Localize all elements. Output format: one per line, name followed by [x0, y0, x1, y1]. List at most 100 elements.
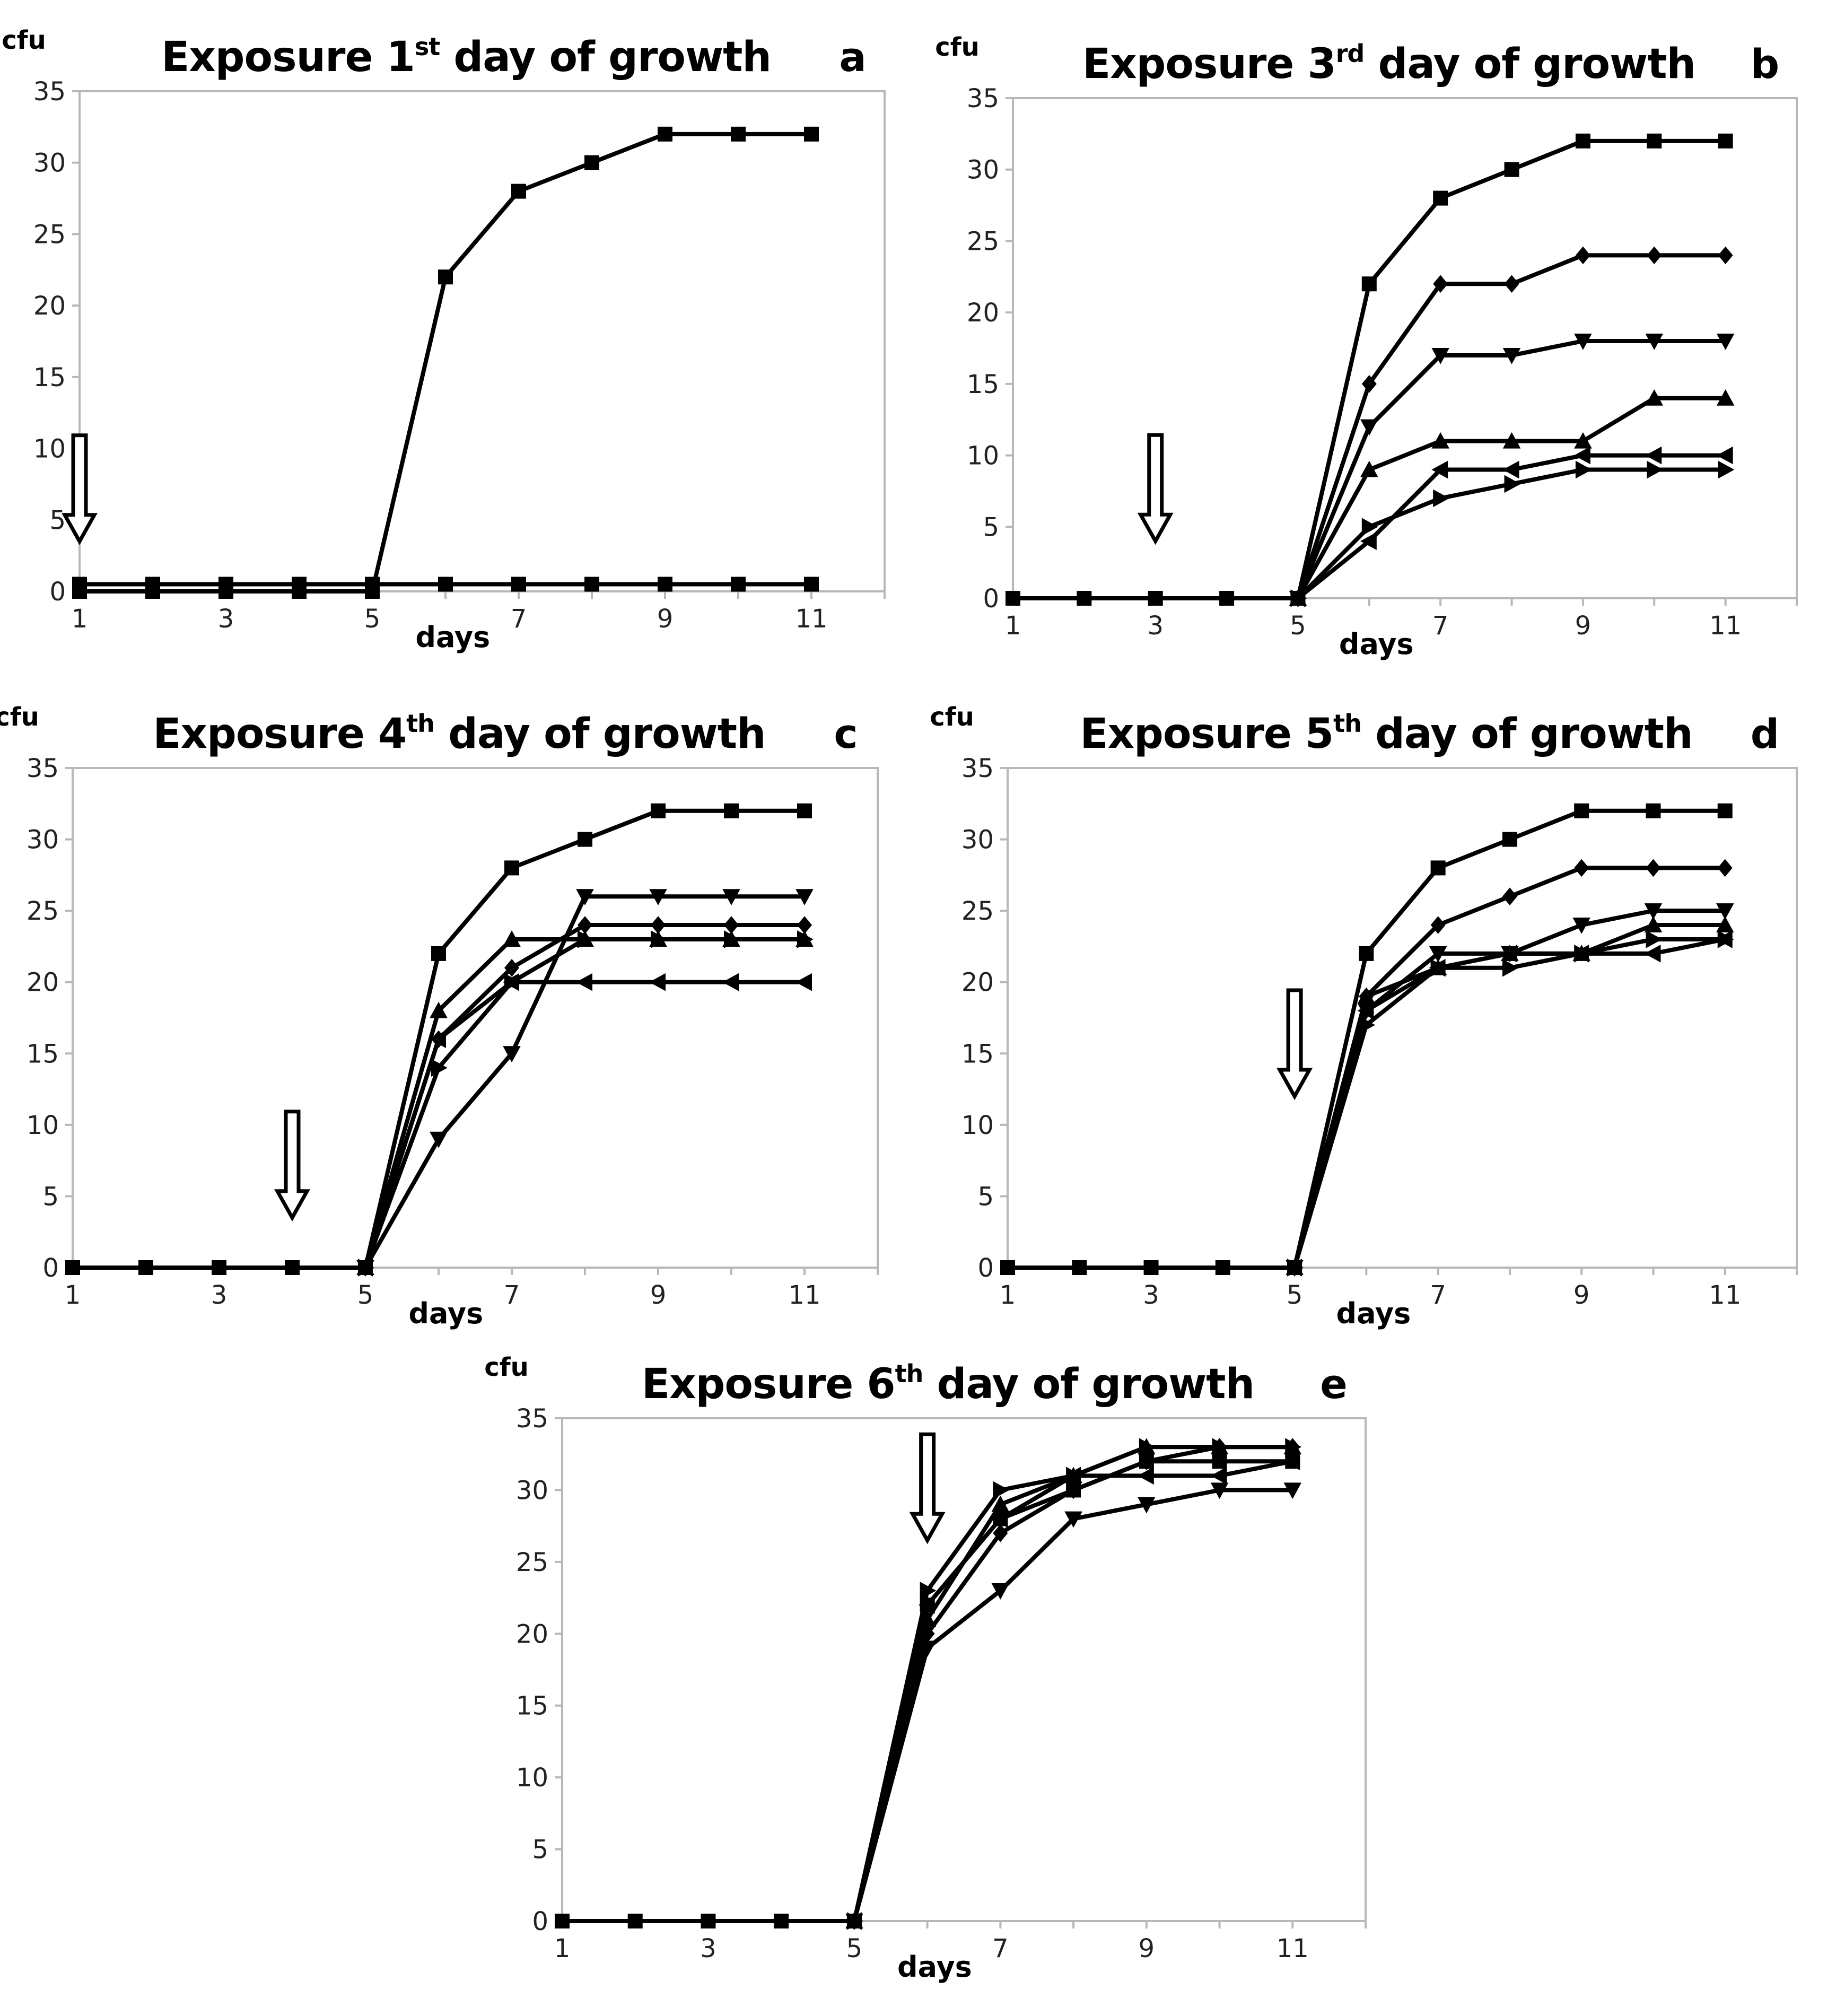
data-point-triangle-up — [1644, 916, 1663, 933]
data-point-diamond — [1717, 859, 1733, 877]
data-point-triangle-up — [1645, 389, 1664, 406]
data-point-diamond — [1361, 375, 1377, 393]
data-point-triangle-up — [1431, 432, 1449, 449]
x-tick-label: 1 — [1005, 611, 1021, 641]
series-line-control — [80, 132, 811, 594]
panel-letter: a — [839, 33, 866, 81]
data-point-triangle-left — [1716, 446, 1733, 465]
y-tick-label: 35 — [33, 77, 66, 107]
x-tick-label: 5 — [357, 1280, 374, 1310]
data-point-square — [511, 577, 526, 592]
data-point-square — [431, 946, 446, 961]
y-tick-label: 5 — [977, 1182, 994, 1211]
data-point-triangle-right — [846, 1912, 863, 1930]
data-point-triangle-right — [920, 1582, 937, 1600]
data-point-square — [1215, 1260, 1230, 1275]
data-point-triangle-left — [1360, 532, 1377, 551]
chart-title: Exposure 4th day of growth — [153, 709, 765, 758]
data-point-triangle-down — [503, 1046, 521, 1063]
x-tick-label: 11 — [1709, 1280, 1741, 1310]
data-point-triangle-left — [1644, 945, 1661, 963]
data-point-triangle-down — [722, 889, 740, 906]
x-tick-label: 7 — [504, 1280, 520, 1310]
data-point-triangle-right — [1066, 1467, 1082, 1485]
data-point-square — [1212, 1454, 1227, 1469]
data-point-square — [584, 155, 599, 170]
data-point-square — [1646, 803, 1661, 818]
panel-letter: c — [834, 710, 858, 757]
data-point-triangle-right — [1647, 460, 1664, 479]
data-point-triangle-down — [649, 889, 667, 906]
data-point-diamond — [797, 916, 812, 934]
x-tick-label: 9 — [657, 604, 674, 634]
x-tick-label: 9 — [1139, 1934, 1155, 1963]
data-point-diamond — [1430, 916, 1446, 934]
exposure-arrow-icon — [274, 1110, 310, 1221]
data-point-triangle-down — [1574, 334, 1592, 350]
data-point-triangle-right — [1717, 930, 1734, 948]
data-point-square — [651, 803, 666, 818]
data-point-diamond — [1066, 1481, 1081, 1499]
y-tick-label: 25 — [27, 896, 59, 926]
data-point-triangle-right — [1290, 589, 1307, 607]
data-point-square — [584, 577, 599, 592]
data-point-square — [1504, 162, 1519, 177]
x-axis-label: days — [1336, 1297, 1411, 1330]
y-tick-label: 30 — [33, 149, 66, 178]
data-point-square — [438, 577, 453, 592]
y-tick-label: 30 — [516, 1476, 548, 1505]
data-point-triangle-down — [1283, 1482, 1302, 1499]
data-point-triangle-left — [1210, 1467, 1227, 1485]
data-point-triangle-up — [430, 1001, 448, 1018]
x-tick-label: 11 — [1277, 1934, 1309, 1963]
x-tick-label: 1 — [554, 1934, 571, 1963]
data-point-square — [797, 803, 812, 818]
data-point-square — [72, 577, 87, 592]
x-tick-label: 3 — [700, 1934, 716, 1963]
data-point-triangle-right — [1433, 489, 1449, 508]
y-tick-label: 25 — [516, 1548, 548, 1577]
data-point-triangle-left — [576, 973, 592, 991]
data-point-triangle-up — [1716, 389, 1735, 406]
x-tick-label: 5 — [1287, 1280, 1303, 1310]
data-point-triangle-left — [918, 1596, 935, 1614]
data-point-square — [511, 184, 526, 199]
data-point-triangle-left — [1283, 1452, 1300, 1471]
data-point-triangle-up — [1360, 460, 1378, 477]
data-point-triangle-left — [1502, 460, 1519, 479]
x-tick-label: 11 — [788, 1280, 820, 1310]
plot-frame — [72, 767, 879, 1269]
y-tick-label: 15 — [961, 1039, 994, 1069]
data-point-diamond — [1502, 887, 1517, 906]
chart-title: Exposure 6th day of growth — [642, 1359, 1254, 1408]
y-tick-label: 10 — [33, 434, 66, 464]
data-point-triangle-up — [1357, 987, 1376, 1004]
y-tick-label: 20 — [33, 291, 66, 321]
data-point-triangle-left — [1431, 460, 1448, 479]
plot-frame — [1007, 767, 1798, 1269]
y-tick-label: 0 — [532, 1907, 548, 1936]
data-point-square — [555, 1914, 570, 1928]
chart-title: Exposure 3rd day of growth — [1082, 39, 1695, 88]
y-tick-label: 10 — [27, 1111, 59, 1140]
y-tick-label: 10 — [961, 1111, 994, 1140]
x-tick-label: 3 — [211, 1280, 228, 1310]
data-point-square — [724, 803, 739, 818]
chart-title: Exposure 5th day of growth — [1080, 709, 1692, 758]
x-tick-label: 7 — [992, 1934, 1009, 1963]
y-tick-label: 20 — [961, 968, 994, 998]
data-point-square — [438, 269, 453, 285]
x-tick-label: 1 — [72, 604, 88, 634]
y-axis-label: cfu — [0, 702, 39, 732]
data-point-square — [1647, 133, 1662, 149]
series-line-s2 — [852, 1488, 1293, 1922]
data-point-square — [578, 832, 592, 847]
plot-frame — [78, 90, 886, 592]
exposure-arrow-icon — [909, 1432, 946, 1544]
data-point-triangle-right — [1285, 1438, 1302, 1456]
data-point-triangle-right — [1575, 460, 1592, 479]
y-tick-label: 5 — [42, 1182, 59, 1211]
data-point-triangle-up — [1502, 432, 1521, 449]
plot-frame — [561, 1417, 1367, 1922]
y-tick-label: 0 — [49, 577, 66, 607]
